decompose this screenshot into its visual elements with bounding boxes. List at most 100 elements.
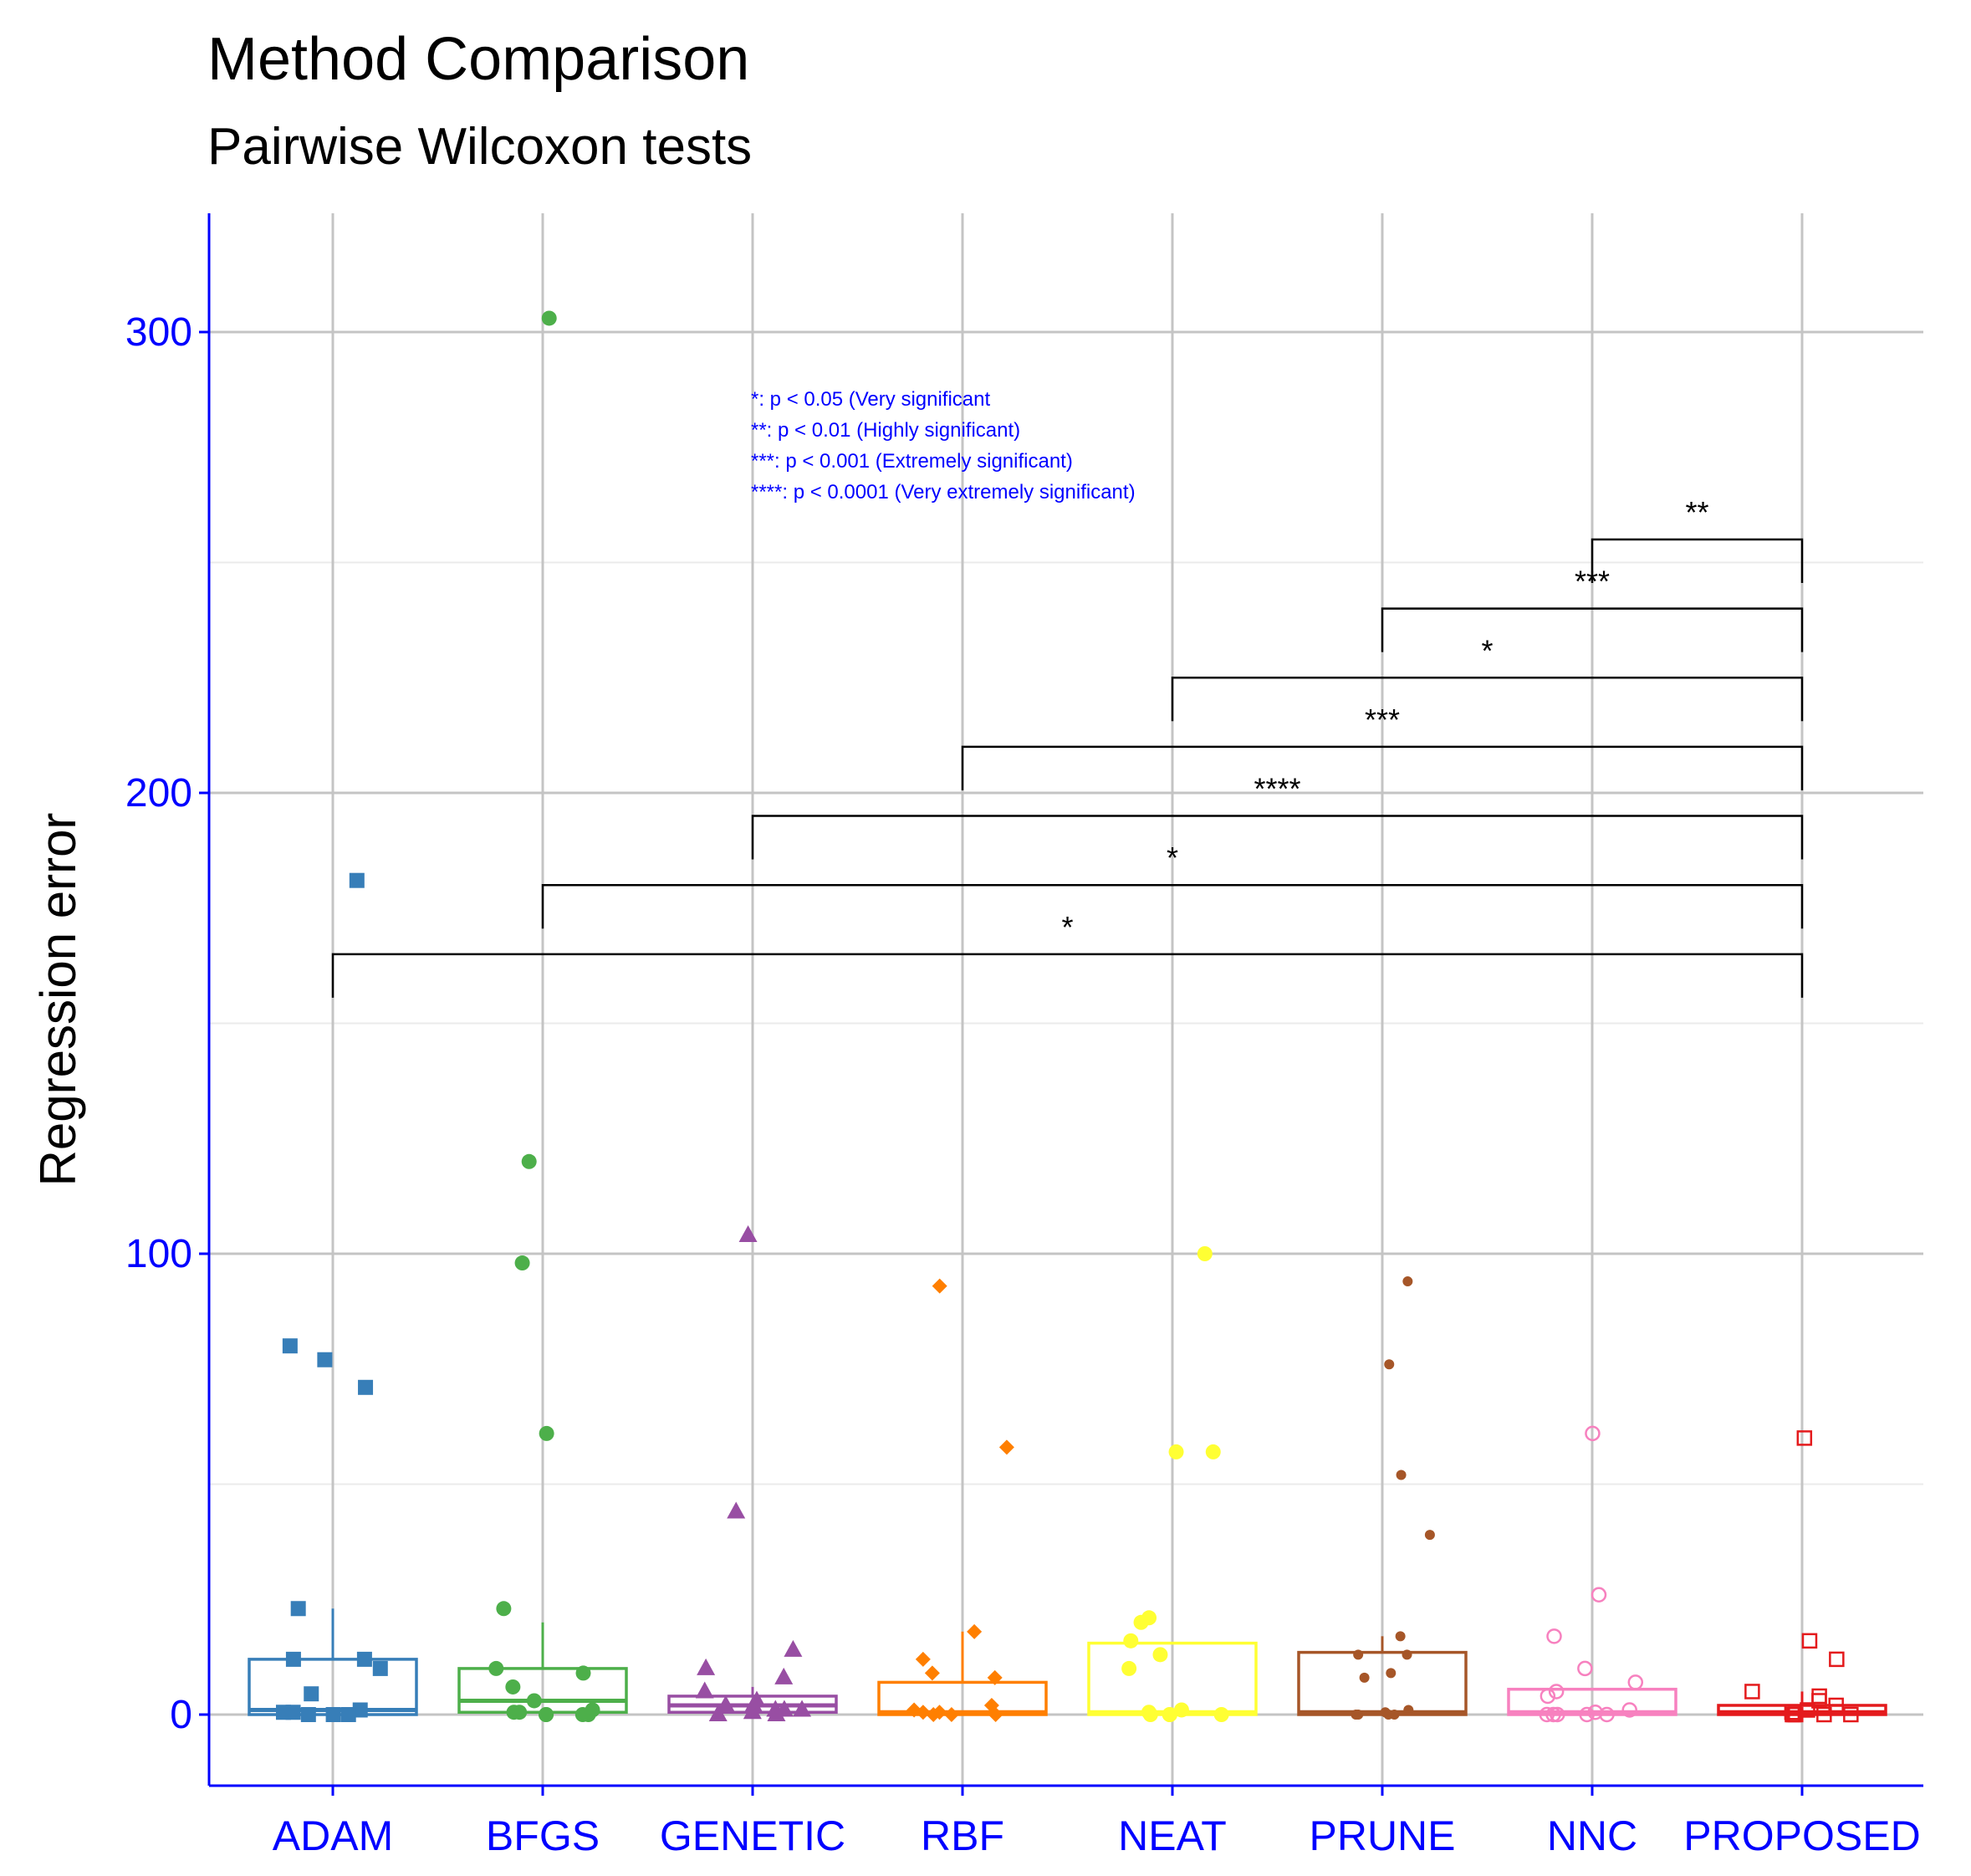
significance-label: *** bbox=[1365, 703, 1400, 737]
significance-bracket bbox=[961, 745, 1804, 790]
significance-bracket bbox=[1591, 538, 1804, 583]
data-point bbox=[1123, 1633, 1139, 1649]
data-point bbox=[496, 1601, 512, 1617]
data-point bbox=[317, 1352, 333, 1367]
data-point bbox=[526, 1693, 542, 1709]
data-point bbox=[1843, 1706, 1859, 1723]
data-point bbox=[784, 1639, 803, 1657]
data-point bbox=[943, 1707, 959, 1722]
data-point bbox=[1133, 1614, 1149, 1630]
data-point bbox=[505, 1679, 521, 1695]
data-point bbox=[512, 1705, 528, 1720]
data-point bbox=[1796, 1430, 1813, 1446]
significance-bracket bbox=[1171, 677, 1804, 722]
axis-layer: 0 100 200 300 ADAM BFGS GENETIC RBF NEAT PRUNE NNC… bbox=[30, 213, 1923, 1859]
y-tick-label: 200 bbox=[125, 771, 192, 815]
significance-legend-line: ****: p < 0.0001 (Very extremely signifi… bbox=[751, 481, 1136, 504]
x-tick-label: RBF bbox=[921, 1812, 1004, 1859]
data-point bbox=[282, 1338, 298, 1354]
data-point bbox=[1545, 1706, 1561, 1723]
data-point bbox=[987, 1669, 1003, 1685]
data-point bbox=[1548, 1684, 1565, 1700]
x-tick-label: PRUNE bbox=[1309, 1812, 1455, 1859]
data-point bbox=[774, 1667, 794, 1684]
y-axis-label: Regression error bbox=[30, 813, 86, 1187]
data-point bbox=[574, 1707, 590, 1722]
significance-legend-line: *: p < 0.05 (Very significant bbox=[751, 388, 990, 411]
data-point bbox=[325, 1707, 341, 1722]
data-point bbox=[1546, 1628, 1562, 1644]
x-tick-label: NEAT bbox=[1118, 1812, 1227, 1859]
data-point bbox=[358, 1379, 374, 1395]
data-point bbox=[300, 1707, 316, 1722]
data-point bbox=[1801, 1633, 1818, 1649]
data-point bbox=[290, 1601, 306, 1617]
data-point bbox=[915, 1705, 931, 1720]
data-point bbox=[514, 1255, 530, 1271]
data-point bbox=[1828, 1697, 1844, 1714]
data-point bbox=[1621, 1702, 1637, 1718]
data-point bbox=[488, 1660, 504, 1676]
data-point bbox=[1785, 1706, 1802, 1723]
data-point bbox=[915, 1651, 931, 1667]
data-point bbox=[1424, 1530, 1435, 1541]
y-tick-label: 300 bbox=[125, 310, 192, 355]
data-point bbox=[1577, 1660, 1593, 1677]
grid-layer bbox=[209, 213, 1923, 1786]
data-point bbox=[349, 872, 365, 888]
data-point bbox=[1396, 1470, 1407, 1480]
data-point bbox=[932, 1705, 947, 1720]
x-tick-label: ADAM bbox=[273, 1812, 393, 1859]
data-point bbox=[1395, 1631, 1406, 1642]
significance-label: **** bbox=[1254, 772, 1300, 806]
data-point bbox=[1359, 1672, 1370, 1683]
data-point bbox=[988, 1707, 1003, 1722]
significance-bracket bbox=[541, 883, 1804, 929]
significance-legend-line: **: p < 0.01 (Highly significant) bbox=[751, 419, 1020, 442]
significance-label: * bbox=[1167, 841, 1178, 875]
significance-label: ** bbox=[1685, 495, 1708, 529]
data-point bbox=[1591, 1587, 1607, 1603]
data-point bbox=[340, 1707, 356, 1722]
box bbox=[877, 1680, 1048, 1716]
data-point bbox=[1540, 1688, 1556, 1705]
data-point bbox=[1579, 1706, 1595, 1723]
data-point bbox=[575, 1665, 591, 1681]
data-point bbox=[521, 1153, 537, 1169]
data-point bbox=[1205, 1444, 1221, 1459]
data-point bbox=[356, 1651, 372, 1667]
data-point bbox=[1539, 1706, 1555, 1723]
data-point bbox=[744, 1695, 763, 1712]
data-point bbox=[1168, 1444, 1184, 1459]
data-point bbox=[1816, 1706, 1832, 1723]
data-point bbox=[926, 1707, 942, 1722]
data-point bbox=[1386, 1668, 1397, 1679]
x-tick-label: BFGS bbox=[486, 1812, 600, 1859]
data-point bbox=[767, 1705, 786, 1721]
data-point bbox=[1744, 1684, 1760, 1700]
x-tick-label: GENETIC bbox=[660, 1812, 845, 1859]
data-point bbox=[743, 1702, 762, 1720]
chart-subtitle: Pairwise Wilcoxon tests bbox=[207, 118, 753, 176]
data-point bbox=[1162, 1707, 1178, 1722]
point-layer bbox=[275, 310, 1859, 1723]
significance-bracket bbox=[751, 815, 1804, 860]
x-tick-label: NNC bbox=[1547, 1812, 1637, 1859]
data-point bbox=[967, 1623, 983, 1639]
data-point bbox=[1173, 1702, 1189, 1718]
data-point bbox=[998, 1439, 1014, 1455]
data-point bbox=[539, 1707, 554, 1722]
data-point bbox=[1403, 1705, 1414, 1715]
significance-bracket bbox=[331, 953, 1804, 998]
data-point bbox=[793, 1700, 812, 1717]
data-point bbox=[285, 1705, 301, 1720]
data-point bbox=[1389, 1710, 1400, 1720]
data-point bbox=[1811, 1688, 1827, 1705]
data-point bbox=[1197, 1246, 1213, 1261]
label-layer: *: p < 0.05 (Very significant **: p < 0.0… bbox=[751, 388, 1136, 504]
y-tick-label: 100 bbox=[125, 1232, 192, 1276]
data-point bbox=[716, 1695, 735, 1712]
data-point bbox=[1142, 1707, 1158, 1722]
x-tick-label: PROPOSED bbox=[1683, 1812, 1920, 1859]
